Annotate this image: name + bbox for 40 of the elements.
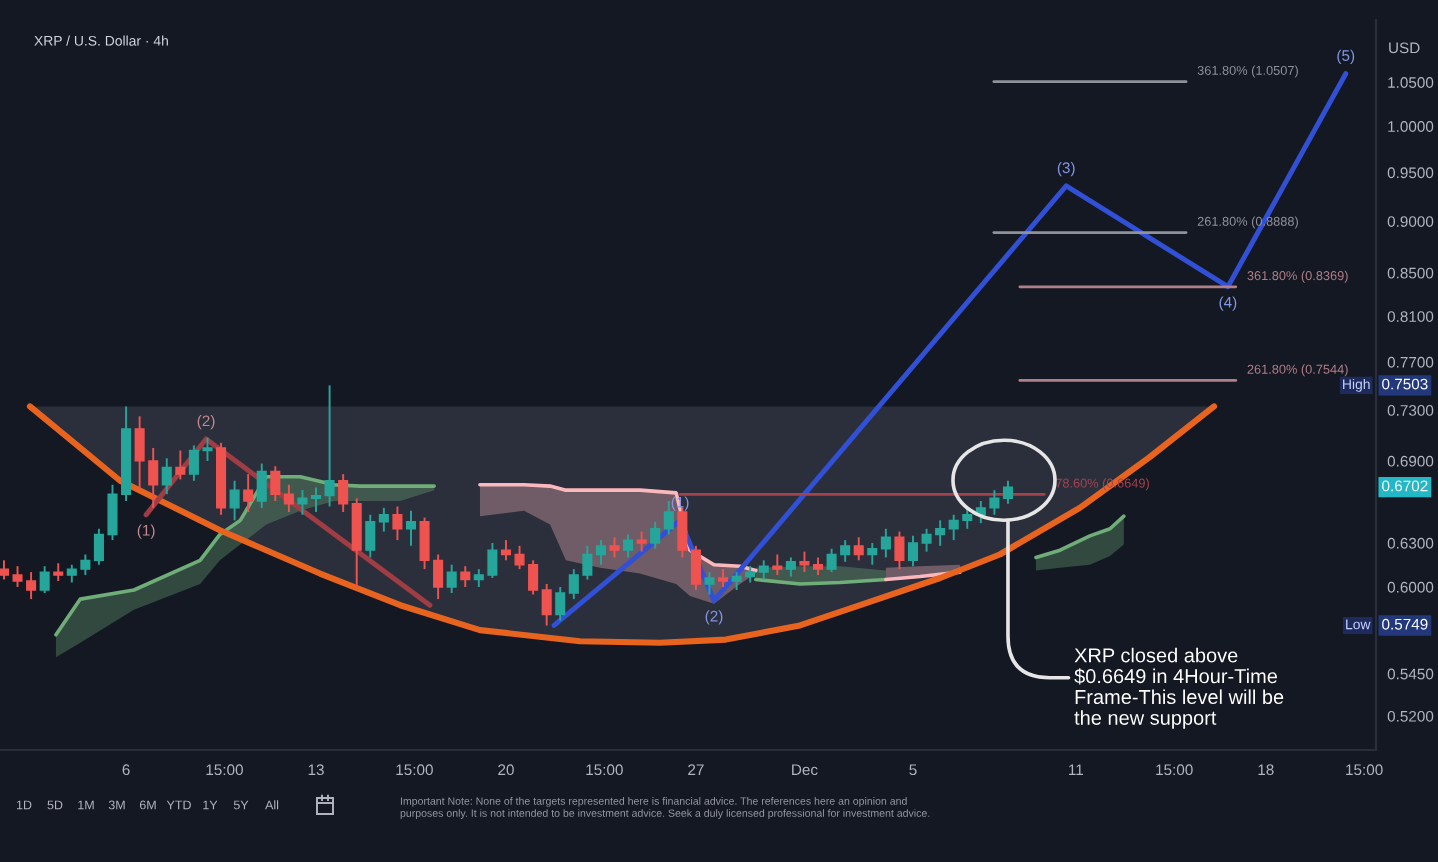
candlestick [623,533,634,559]
candlestick [39,565,50,594]
candlestick [609,536,620,559]
candlestick [636,530,647,553]
candlestick [650,520,661,550]
candlestick [175,449,186,481]
candlestick [460,565,471,588]
candlestick [853,536,864,562]
candlestick [1002,479,1014,505]
candlestick [690,544,701,591]
candlestick [243,473,254,513]
candlestick [907,534,919,568]
candlestick [365,513,376,559]
candlestick [799,550,810,574]
annotation: XRP closed above $0.6649 in 4Hour-Time Frame-This level will be the new support [1074,647,1284,729]
candlestick [595,539,606,566]
candlestick [446,563,457,594]
candlestick [663,500,674,536]
candlestick [392,505,403,542]
candlestick [338,473,349,513]
candlestick [541,583,552,627]
candlestick [297,489,308,516]
candlestick [310,486,322,513]
candlestick [894,530,905,571]
candlestick [351,497,362,588]
candlestick [867,542,878,566]
candlestick [270,465,281,502]
candlestick [256,462,267,509]
candlestick [378,506,389,533]
candlestick [555,586,566,622]
candlestick [880,527,891,559]
candlestick [772,553,783,577]
candlestick [161,457,172,496]
candlestick [324,384,335,508]
candlestick [229,479,240,522]
candlestick [405,509,417,547]
candlestick [283,483,294,513]
candlestick [785,556,796,578]
candlestick [758,559,769,581]
candlestick [704,571,715,596]
